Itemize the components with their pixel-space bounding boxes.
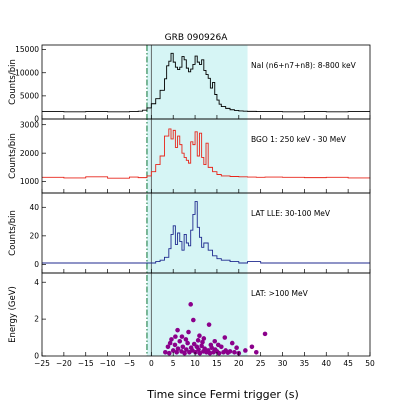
- xtick-label-15: 50: [365, 359, 375, 368]
- lat-photon-point-43: [249, 344, 255, 350]
- lat-photon-point-61: [208, 342, 214, 348]
- lat-photon-point-27: [207, 350, 213, 356]
- xtick-label-10: 25: [256, 359, 266, 368]
- nai-ytick-label-0: 0: [34, 115, 39, 124]
- lat-photon-point-44: [188, 302, 193, 307]
- lat-photon-point-21: [197, 350, 203, 356]
- xtick-label-11: 30: [278, 359, 288, 368]
- lat-photon-point-7: [175, 346, 181, 351]
- xtick-label-13: 40: [321, 359, 331, 368]
- bgo-ytick-label-1: 2000: [20, 149, 39, 158]
- lat-photon-point-10: [180, 344, 186, 350]
- lat-photon-point-54: [229, 340, 235, 346]
- lat-photon-point-49: [222, 335, 228, 340]
- lat-photon-point-37: [227, 349, 233, 354]
- lat-photon-point-55: [173, 334, 178, 339]
- nai-lightcurve: [42, 52, 370, 113]
- lat-photon-point-50: [186, 329, 191, 335]
- lle-ytick-label-1: 20: [29, 231, 39, 240]
- lat-photon-point-1: [165, 344, 171, 350]
- lat-photon-point-12: [184, 347, 189, 352]
- lat-photon-point-0: [163, 350, 168, 355]
- lat-photon-point-48: [175, 327, 180, 333]
- nai-ytick-label-1: 5000: [20, 91, 39, 100]
- lat-photon-point-24: [202, 346, 207, 351]
- nai-ytick-label-3: 15000: [15, 45, 39, 54]
- bgo-ylabel: Counts/bin: [8, 133, 18, 179]
- lat-photon-point-4: [170, 348, 176, 353]
- xtick-label-9: 20: [234, 359, 244, 368]
- lat-photon-point-58: [167, 340, 173, 346]
- lat-photon-point-47: [197, 333, 202, 339]
- xtick-label-4: −5: [124, 359, 135, 368]
- lat-photon-point-5: [172, 342, 178, 348]
- xtick-label-8: 15: [212, 359, 222, 368]
- lat-photon-point-2: [166, 350, 172, 356]
- nai-panel-label: NaI (n6+n7+n8): 8-800 keV: [251, 61, 357, 70]
- lat-photon-point-56: [195, 338, 201, 343]
- lat-photon-point-18: [193, 350, 198, 355]
- lat-ytick-label-1: 2: [34, 315, 39, 324]
- lle-ytick-label-2: 40: [29, 203, 39, 212]
- lle-ylabel: Counts/bin: [8, 210, 18, 256]
- xtick-label-6: 5: [171, 359, 176, 368]
- lat-photon-point-60: [200, 339, 205, 345]
- shaded-interval: [146, 45, 248, 356]
- xtick-label-2: −15: [78, 359, 94, 368]
- lat-photon-point-13: [185, 340, 190, 346]
- lat-photon-point-3: [169, 337, 174, 342]
- lat-panel-frame: [41, 272, 371, 357]
- lat-photon-point-51: [201, 336, 207, 341]
- lat-photon-point-62: [183, 337, 189, 342]
- xtick-label-0: −25: [34, 359, 50, 368]
- lat-ytick-label-2: 4: [34, 278, 39, 287]
- lat-photon-point-42: [262, 331, 268, 337]
- bgo-panel-label: BGO 1: 250 keV - 30 MeV: [251, 135, 347, 144]
- lat-photon-point-22: [199, 343, 204, 349]
- bgo-lightcurve: [42, 128, 371, 179]
- lat-photon-point-8: [177, 338, 183, 344]
- lat-photon-point-52: [179, 334, 185, 339]
- chart-title: GRB 090926A: [165, 33, 229, 43]
- lat-photon-point-40: [243, 348, 248, 353]
- xtick-label-3: −10: [100, 359, 116, 368]
- lat-photon-point-41: [253, 350, 259, 355]
- lle-panel-label: LAT LLE: 30-100 MeV: [251, 209, 331, 218]
- xtick-label-1: −20: [56, 359, 72, 368]
- lle-lightcurve: [42, 201, 370, 264]
- lat-ytick-label-0: 0: [34, 352, 39, 361]
- lat-photon-point-53: [212, 338, 218, 344]
- xtick-label-7: 10: [190, 359, 200, 368]
- lat-photon-point-45: [191, 317, 196, 323]
- lat-photon-point-38: [232, 350, 237, 355]
- lat-photon-point-46: [206, 322, 212, 327]
- lat-photon-point-20: [196, 347, 201, 352]
- nai-ytick-label-2: 10000: [15, 68, 39, 77]
- xtick-label-12: 35: [300, 359, 310, 368]
- lat-ylabel: Energy (GeV): [8, 286, 18, 343]
- lat-panel-label: LAT: >100 MeV: [251, 289, 309, 298]
- lle-ytick-label-0: 0: [34, 260, 39, 269]
- lat-photon-point-59: [234, 345, 239, 351]
- nai-ylabel: Counts/bin: [8, 59, 18, 105]
- bgo-ytick-label-0: 1000: [20, 177, 39, 186]
- xtick-label-14: 45: [343, 359, 353, 368]
- xtick-label-5: 0: [149, 359, 154, 368]
- lat-photon-point-57: [215, 342, 221, 348]
- lat-photon-point-11: [182, 350, 187, 356]
- bgo-ytick-label-2: 3000: [20, 120, 39, 129]
- x-axis-label: Time since Fermi trigger (s): [146, 388, 299, 401]
- lat-photon-point-32: [216, 350, 222, 356]
- lat-photon-point-6: [174, 350, 179, 355]
